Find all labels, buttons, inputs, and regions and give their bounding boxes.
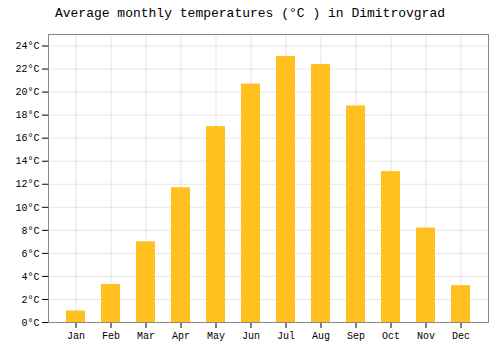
svg-text:20°C: 20°C (15, 87, 39, 98)
svg-text:22°C: 22°C (15, 64, 39, 75)
svg-text:Jan: Jan (67, 331, 85, 342)
svg-text:8°C: 8°C (21, 226, 39, 237)
svg-text:4°C: 4°C (21, 272, 39, 283)
svg-text:12°C: 12°C (15, 179, 39, 190)
svg-text:24°C: 24°C (15, 41, 39, 52)
svg-text:Nov: Nov (417, 331, 435, 342)
svg-text:Apr: Apr (172, 331, 190, 342)
svg-text:Aug: Aug (312, 331, 330, 342)
svg-text:14°C: 14°C (15, 156, 39, 167)
svg-text:16°C: 16°C (15, 133, 39, 144)
svg-text:2°C: 2°C (21, 295, 39, 306)
svg-text:6°C: 6°C (21, 249, 39, 260)
svg-text:Feb: Feb (102, 331, 120, 342)
svg-text:Jul: Jul (277, 331, 295, 342)
svg-text:Jun: Jun (242, 331, 260, 342)
svg-text:10°C: 10°C (15, 203, 39, 214)
html-text:Average monthly temperatures (: Average monthly temperatures (°C ) in Di… (55, 6, 445, 21)
svg-text:Sep: Sep (347, 331, 365, 342)
svg-text:18°C: 18°C (15, 110, 39, 121)
svg-text:Oct: Oct (382, 331, 400, 342)
svg-text:0°C: 0°C (21, 318, 39, 329)
svg-text:Dec: Dec (452, 331, 470, 342)
svg-text:Mar: Mar (137, 331, 155, 342)
svg-text:May: May (207, 331, 225, 342)
